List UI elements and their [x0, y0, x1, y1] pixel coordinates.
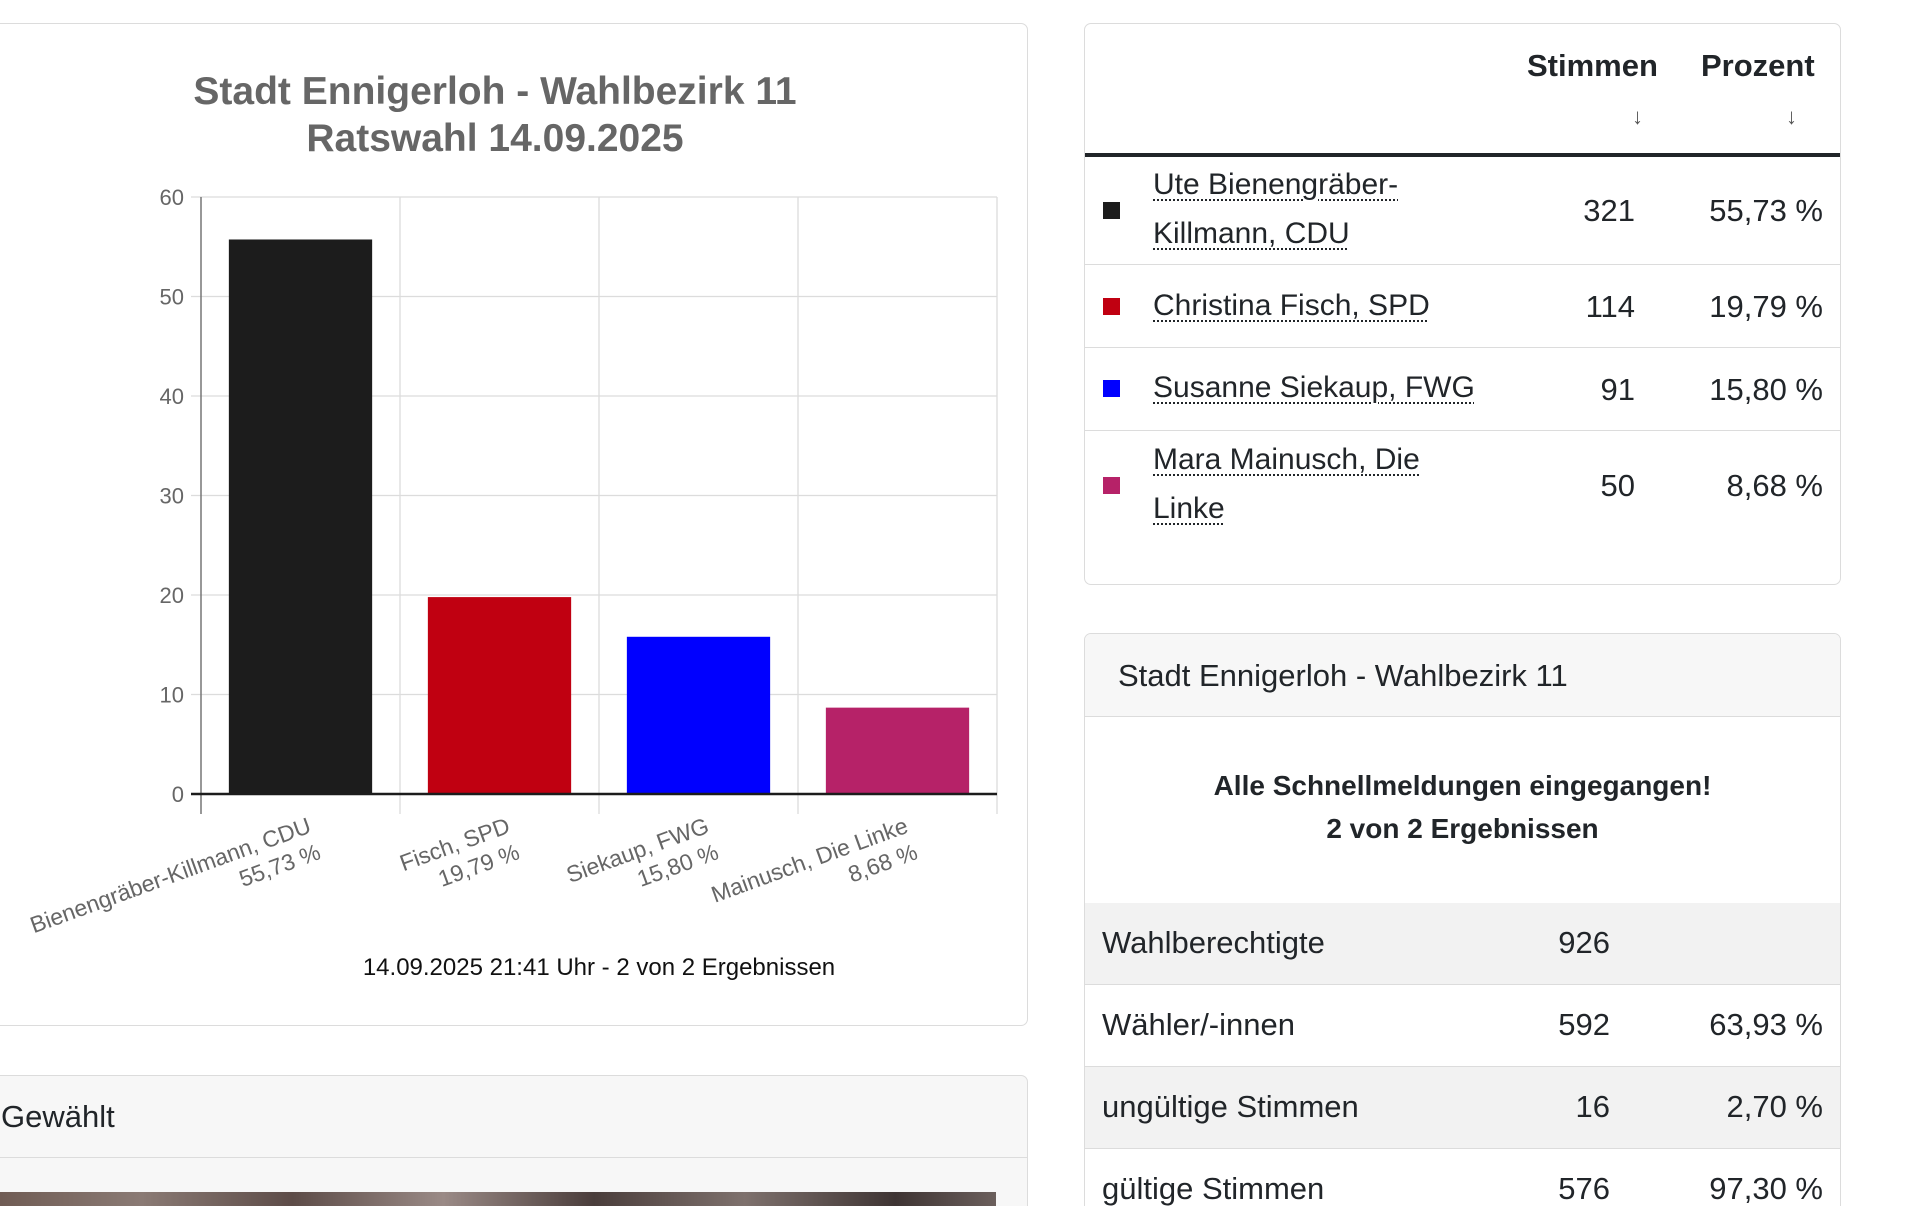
stat-row: Wahlberechtigte 926 [1085, 903, 1840, 985]
bar[interactable] [825, 707, 970, 794]
stimmen-value: 321 [1583, 193, 1635, 228]
candidate-link[interactable]: Christina Fisch, SPD [1153, 289, 1430, 322]
results-table: Stimmen ↓ Prozent ↓ Ute Bienengräber- Ki… [1084, 23, 1841, 585]
gewaehlt-card: Gewählt [0, 1075, 1028, 1206]
summary-card: Stadt Ennigerloh - Wahlbezirk 11 Alle Sc… [1084, 633, 1841, 1206]
header-stimmen[interactable]: Stimmen [1527, 48, 1658, 83]
y-tick-label: 50 [160, 285, 184, 310]
candidate-link[interactable]: Mara Mainusch, Die [1153, 443, 1420, 476]
color-swatch [1103, 202, 1120, 219]
y-tick-label: 30 [160, 484, 184, 509]
y-tick-label: 20 [160, 583, 184, 608]
gewaehlt-header: Gewählt [0, 1076, 1027, 1158]
candidate-link-line2[interactable]: Linke [1153, 492, 1225, 525]
candidate-link[interactable]: Susanne Siekaup, FWG [1153, 371, 1475, 404]
stimmen-value: 50 [1600, 468, 1635, 503]
stat-value: 592 [1558, 1007, 1610, 1042]
candidate-link-line2[interactable]: Killmann, CDU [1153, 217, 1350, 250]
bar-chart: Stadt Ennigerloh - Wahlbezirk 11 Ratswah… [27, 70, 998, 981]
chart-bars [191, 239, 997, 796]
chart-card: Stadt Ennigerloh - Wahlbezirk 11 Ratswah… [0, 23, 1028, 1026]
stat-label: Wähler/-innen [1102, 1007, 1295, 1042]
prozent-value: 19,79 % [1709, 289, 1823, 324]
stat-label: gültige Stimmen [1102, 1171, 1325, 1206]
bar[interactable] [427, 597, 572, 794]
prozent-value: 55,73 % [1709, 193, 1823, 228]
table-row: Susanne Siekaup, FWG 91 15,80 % [1085, 348, 1840, 431]
sort-arrow-icon[interactable]: ↓ [1786, 104, 1797, 129]
y-tick-label: 60 [160, 185, 184, 210]
stimmen-value: 91 [1600, 372, 1635, 407]
y-tick-label: 0 [172, 782, 184, 807]
stat-row: Wähler/-innen 592 63,93 % [1085, 985, 1840, 1067]
y-tick-label: 40 [160, 384, 184, 409]
stat-value: 576 [1558, 1171, 1610, 1206]
stat-row: ungültige Stimmen 16 2,70 % [1085, 1067, 1840, 1149]
stat-value: 16 [1575, 1089, 1610, 1124]
stat-label: Wahlberechtigte [1102, 925, 1325, 960]
status-message: Alle Schnellmeldungen eingegangen! [1213, 770, 1712, 801]
sort-arrow-icon[interactable]: ↓ [1632, 104, 1643, 129]
color-swatch [1103, 380, 1120, 397]
y-axis-ticks: 0 10 20 30 40 50 60 [160, 185, 184, 807]
header-divider [1085, 153, 1840, 157]
bar[interactable] [228, 239, 373, 794]
summary-title: Stadt Ennigerloh - Wahlbezirk 11 [1118, 658, 1568, 693]
chart-subtitle: Ratswahl 14.09.2025 [306, 117, 683, 160]
table-row: Mara Mainusch, Die Linke 50 8,68 % [1085, 431, 1840, 539]
summary-header: Stadt Ennigerloh - Wahlbezirk 11 [1085, 634, 1840, 717]
candidate-link[interactable]: Ute Bienengräber- [1153, 168, 1399, 201]
gewaehlt-title: Gewählt [1, 1099, 115, 1134]
stimmen-value: 114 [1585, 289, 1635, 324]
bar[interactable] [626, 636, 771, 794]
prozent-value: 8,68 % [1726, 468, 1823, 503]
stat-label: ungültige Stimmen [1102, 1089, 1359, 1124]
color-swatch [1103, 298, 1120, 315]
prozent-value: 15,80 % [1709, 372, 1823, 407]
table-row: Christina Fisch, SPD 114 19,79 % [1085, 265, 1840, 348]
chart-footer: 14.09.2025 21:41 Uhr - 2 von 2 Ergebniss… [363, 954, 835, 981]
stat-value: 926 [1558, 925, 1610, 960]
status-count: 2 von 2 Ergebnissen [1326, 813, 1599, 844]
table-row: Ute Bienengräber- Killmann, CDU 321 55,7… [1085, 157, 1840, 265]
candidate-photo [0, 1192, 996, 1206]
chart-title: Stadt Ennigerloh - Wahlbezirk 11 [193, 70, 796, 113]
stat-percent: 2,70 % [1726, 1089, 1823, 1124]
header-prozent[interactable]: Prozent [1701, 48, 1815, 83]
stat-row: gültige Stimmen 576 97,30 % [1085, 1149, 1840, 1206]
stat-percent: 97,30 % [1709, 1171, 1823, 1206]
color-swatch [1103, 477, 1120, 494]
stat-percent: 63,93 % [1709, 1007, 1823, 1042]
y-tick-label: 10 [160, 683, 184, 708]
